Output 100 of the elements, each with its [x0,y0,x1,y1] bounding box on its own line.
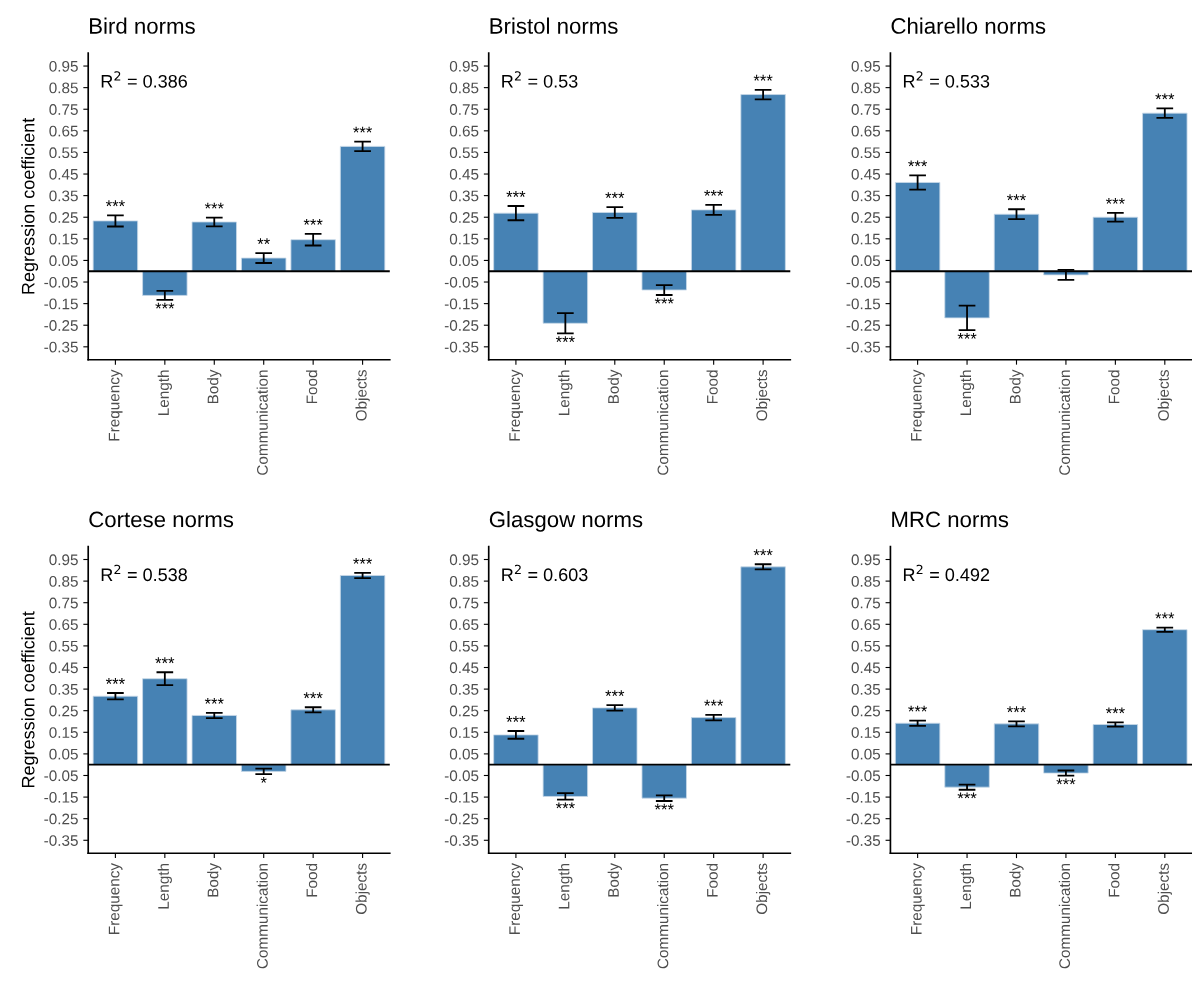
bar [740,566,786,766]
chart-title: Glasgow norms [489,511,643,532]
x-tick-label: Food [706,370,718,404]
x-tick-label: Objects [1157,863,1172,915]
annotation: *** [506,191,526,197]
y-tick-label: -0.15 [44,298,78,310]
y-tick-label: 0.45 [449,168,479,180]
bar [894,722,941,766]
y-tick-label: -0.15 [846,298,881,310]
annotation: *** [654,803,674,810]
y-tick-label: 0.15 [851,233,881,245]
annotation: *** [353,557,373,564]
y-tick-label: -0.35 [44,835,78,846]
y-tick-label: 0.65 [449,619,479,630]
x-tick-label: Communication [256,370,268,475]
annotation: R$^{2}$ = 0.53 [502,71,578,88]
y-tick-label: -0.15 [444,791,479,803]
x-tick-label: Frequency [911,369,925,441]
x-tick-label: Frequency [108,369,123,441]
y-tick-label: 0.85 [449,82,479,94]
annotation: *** [1105,197,1125,204]
annotation: R$^{2}$ = 0.533 [903,71,990,88]
y-tick-label: 0.95 [851,554,881,566]
annotation: *** [605,690,625,697]
y-tick-label: 0.65 [49,619,78,630]
annotation: *** [704,189,724,196]
bar [1142,629,1188,766]
y-tick-label: 0.75 [449,597,479,609]
y-tick-label: 0.55 [851,640,881,652]
y-tick-label: -0.35 [846,835,881,846]
annotation: * [260,776,267,783]
y-axis-title: Regression coefficient [21,611,39,788]
annotation: *** [303,692,323,699]
x-tick-label: Communication [1058,370,1071,475]
bar [191,715,237,766]
y-tick-label: -0.15 [846,791,881,803]
annotation: *** [1105,707,1125,714]
bar [493,212,539,272]
y-tick-label: 0.35 [449,683,479,695]
bar [290,709,336,766]
bar [92,695,139,766]
annotation: *** [704,699,724,706]
x-tick-label: Length [558,863,573,909]
y-tick-label: 0.35 [49,190,78,202]
x-tick-label: Length [157,370,172,415]
y-tick-label: 0.55 [449,640,479,652]
y-tick-label: 0.85 [851,82,881,94]
y-tick-label: -0.05 [444,276,479,288]
x-tick-label: Frequency [509,369,524,441]
y-tick-label: 0.85 [49,82,78,94]
bar [993,723,1040,766]
y-tick-label: 0.15 [49,233,78,245]
bar [290,239,336,272]
y-tick-label: 0.45 [851,662,881,674]
annotation: *** [204,697,224,704]
y-tick-label: -0.05 [846,276,881,288]
x-tick-label: Objects [755,863,771,915]
y-tick-label: 0.85 [49,575,78,587]
annotation: *** [1007,194,1026,201]
bar [142,678,188,766]
y-tick-label: 0.45 [449,662,479,674]
annotation: *** [506,716,526,722]
chart-title: Cortese norms [89,511,234,528]
x-tick-label: Objects [1157,370,1172,421]
y-tick-label: 0.95 [449,554,479,566]
bar [592,212,638,272]
y-tick-label: 0.05 [449,748,479,760]
bar [1092,724,1139,766]
x-tick-label: Body [1009,862,1024,897]
x-tick-label: Objects [355,370,370,421]
y-tick-label: -0.25 [44,320,78,331]
annotation: R$^{2}$ = 0.603 [502,564,588,582]
x-tick-label: Food [306,863,318,897]
y-tick-label: 0.05 [49,748,78,760]
annotation: *** [204,202,224,209]
y-tick-label: 0.75 [49,104,78,115]
annotation: *** [654,297,674,304]
x-tick-label: Objects [355,863,370,915]
bar [993,213,1040,272]
annotation: *** [605,192,625,199]
y-tick-label: 0.05 [449,255,479,267]
y-tick-label: 0.45 [49,662,78,674]
annotation: *** [555,336,575,343]
y-tick-label: 0.45 [851,168,881,180]
y-tick-label: -0.05 [44,276,78,288]
annotation: ** [257,238,270,245]
x-tick-label: Length [959,370,975,415]
y-tick-label: -0.25 [44,813,78,825]
y-tick-label: 0.15 [449,233,479,245]
bar [493,734,539,766]
y-tick-label: 0.35 [449,190,479,202]
y-tick-label: -0.25 [444,320,479,331]
bar [691,209,737,272]
y-tick-label: 0.65 [851,125,881,137]
annotation: *** [155,657,175,664]
x-tick-label: Frequency [509,862,524,934]
x-tick-label: Body [607,369,622,404]
bar [691,717,737,766]
bar [944,764,990,788]
y-tick-label: 0.65 [449,125,479,137]
